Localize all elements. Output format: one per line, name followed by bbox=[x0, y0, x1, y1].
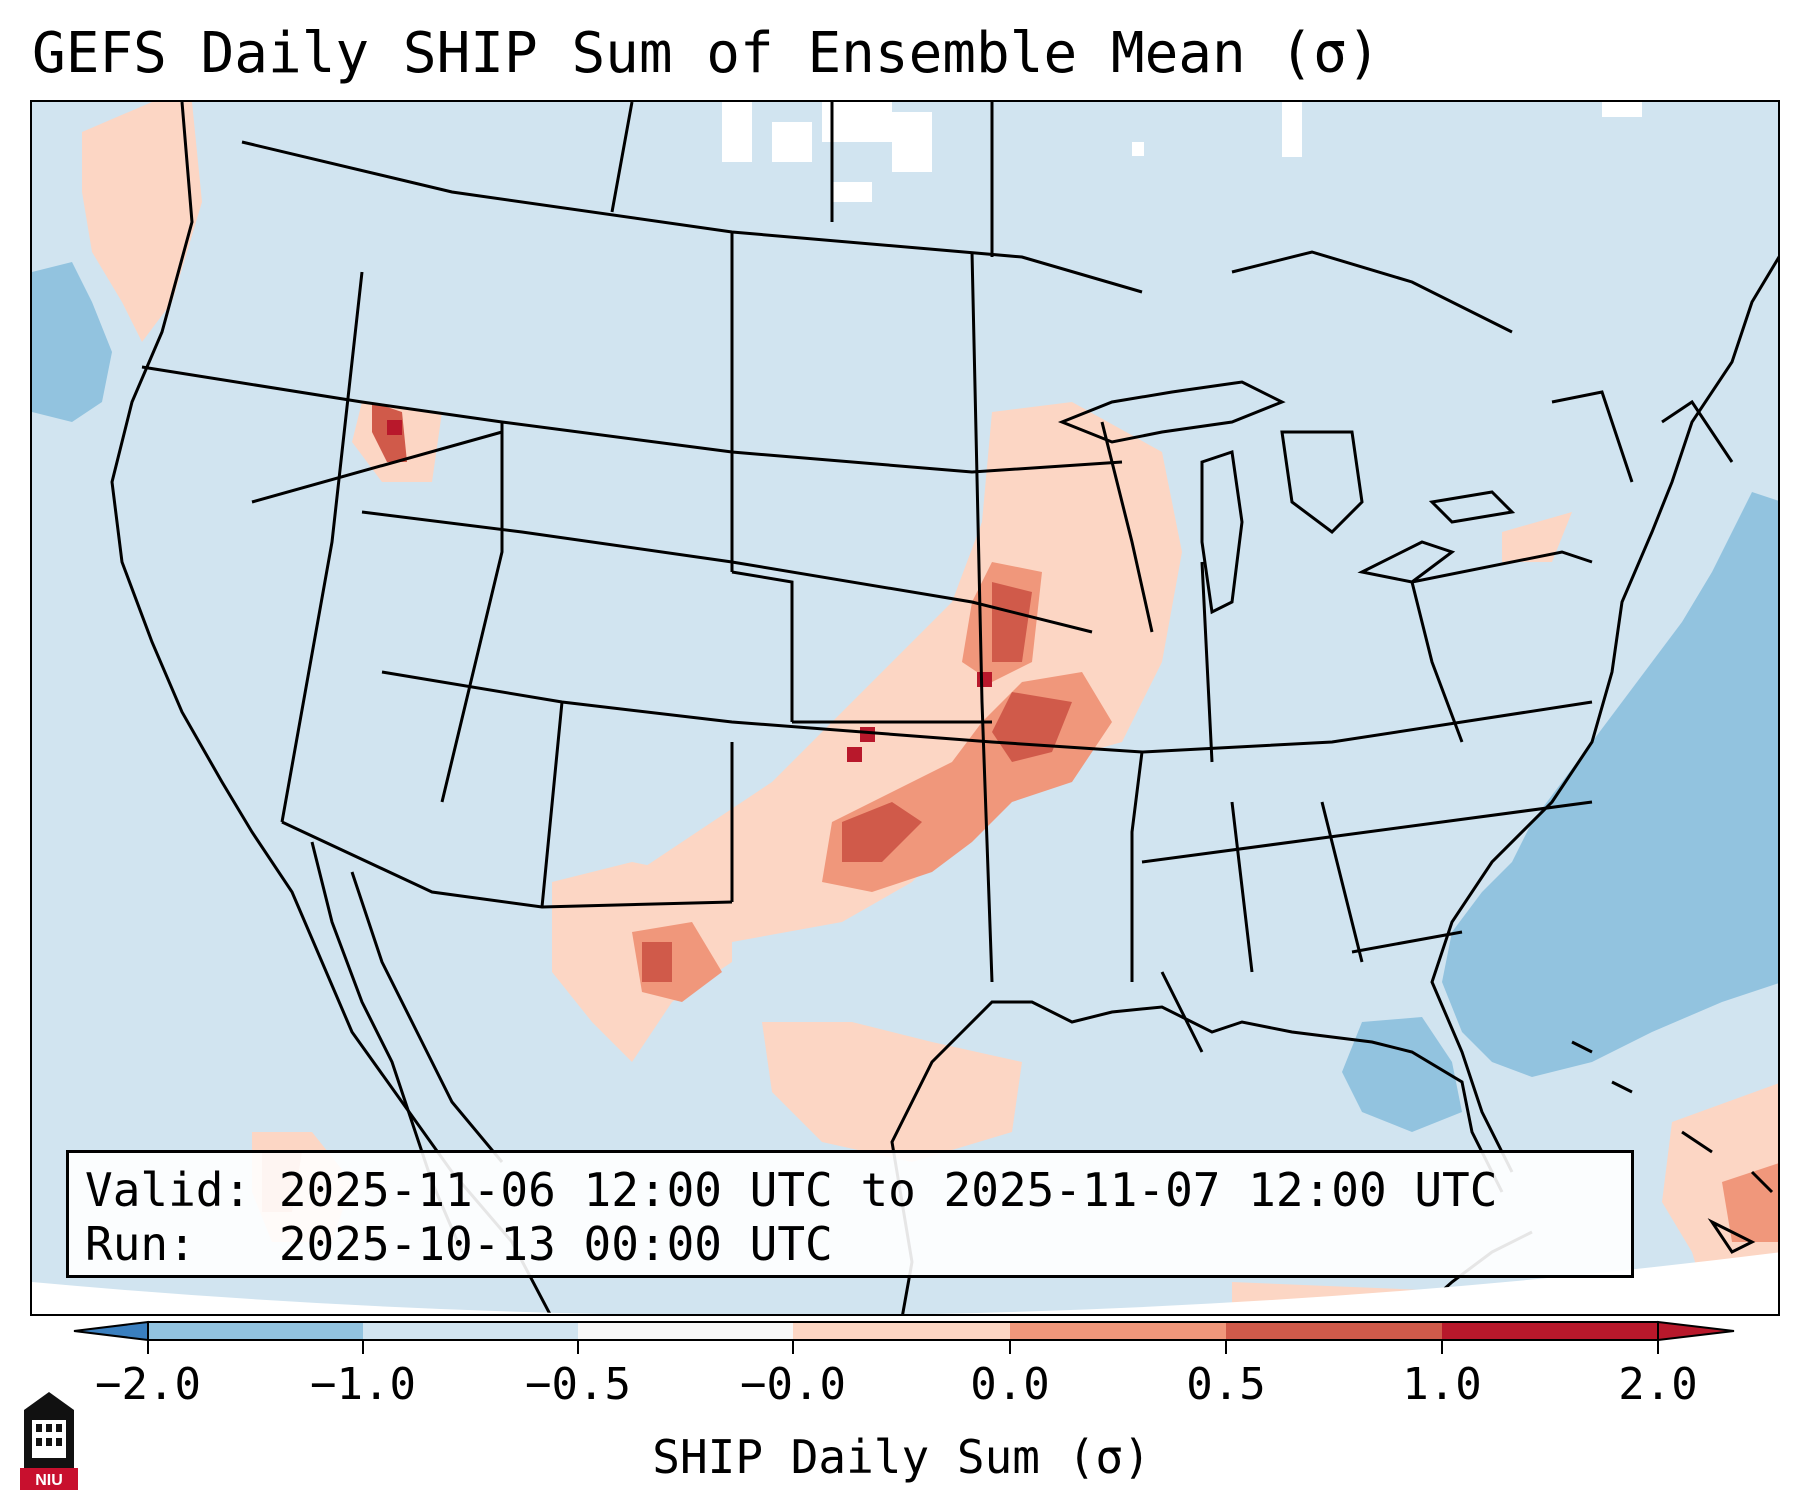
colorbar-tick-label: −0.0 bbox=[740, 1359, 846, 1410]
colorbar-segment bbox=[1442, 1322, 1658, 1340]
colorbar-tick-label: 0.5 bbox=[1186, 1359, 1266, 1410]
valid-run-info-box: Valid: 2025-11-06 12:00 UTC to 2025-11-0… bbox=[66, 1150, 1634, 1278]
valid-time-line: Valid: 2025-11-06 12:00 UTC to 2025-11-0… bbox=[85, 1163, 1498, 1217]
colorbar-segment bbox=[578, 1322, 793, 1340]
university-tower-icon: NIU bbox=[20, 1392, 78, 1490]
negative-field-atlantic bbox=[1442, 492, 1778, 1077]
map-panel bbox=[30, 100, 1780, 1316]
colorbar-tick-label: −2.0 bbox=[95, 1359, 201, 1410]
colorbar-tick-label: 1.0 bbox=[1402, 1359, 1482, 1410]
colorbar-extend-high bbox=[1657, 1320, 1735, 1342]
map-title: GEFS Daily SHIP Sum of Ensemble Mean (σ) bbox=[32, 21, 1381, 86]
great-lakes bbox=[1057, 380, 1516, 615]
colorbar-segment bbox=[1226, 1322, 1442, 1340]
colorbar-extend-low bbox=[73, 1320, 149, 1342]
colorbar-segment bbox=[793, 1322, 1010, 1340]
colorbar-segment bbox=[363, 1322, 578, 1340]
positive-strong-field bbox=[372, 402, 1072, 982]
state-borders bbox=[141, 102, 1734, 1053]
neutral-patches bbox=[722, 102, 1642, 202]
gulf-coast bbox=[890, 1000, 1504, 1314]
colorbar bbox=[73, 1320, 1735, 1354]
colorbar-label: SHIP Daily Sum (σ) bbox=[652, 1430, 1151, 1484]
positive-max-field bbox=[387, 420, 992, 762]
colorbar-tick-label: −0.5 bbox=[525, 1359, 631, 1410]
logo-text: NIU bbox=[35, 1472, 63, 1489]
positive-light-field bbox=[82, 102, 1778, 1314]
projection-edge bbox=[32, 1252, 1778, 1314]
colorbar-tick-label: 0.0 bbox=[970, 1359, 1050, 1410]
colorbar-outline bbox=[147, 1321, 1659, 1341]
colorbar-segment bbox=[1010, 1322, 1226, 1340]
run-time-line: Run: 2025-10-13 00:00 UTC bbox=[85, 1217, 833, 1271]
colorbar-tick-label: −1.0 bbox=[310, 1359, 416, 1410]
colorbar-segment bbox=[148, 1322, 363, 1340]
caribbean-islands bbox=[1571, 1040, 1774, 1254]
colorbar-tick-label: 2.0 bbox=[1618, 1359, 1698, 1410]
negative-field-gulf bbox=[1342, 1017, 1462, 1132]
negative-field-pacific-nw bbox=[32, 262, 112, 422]
